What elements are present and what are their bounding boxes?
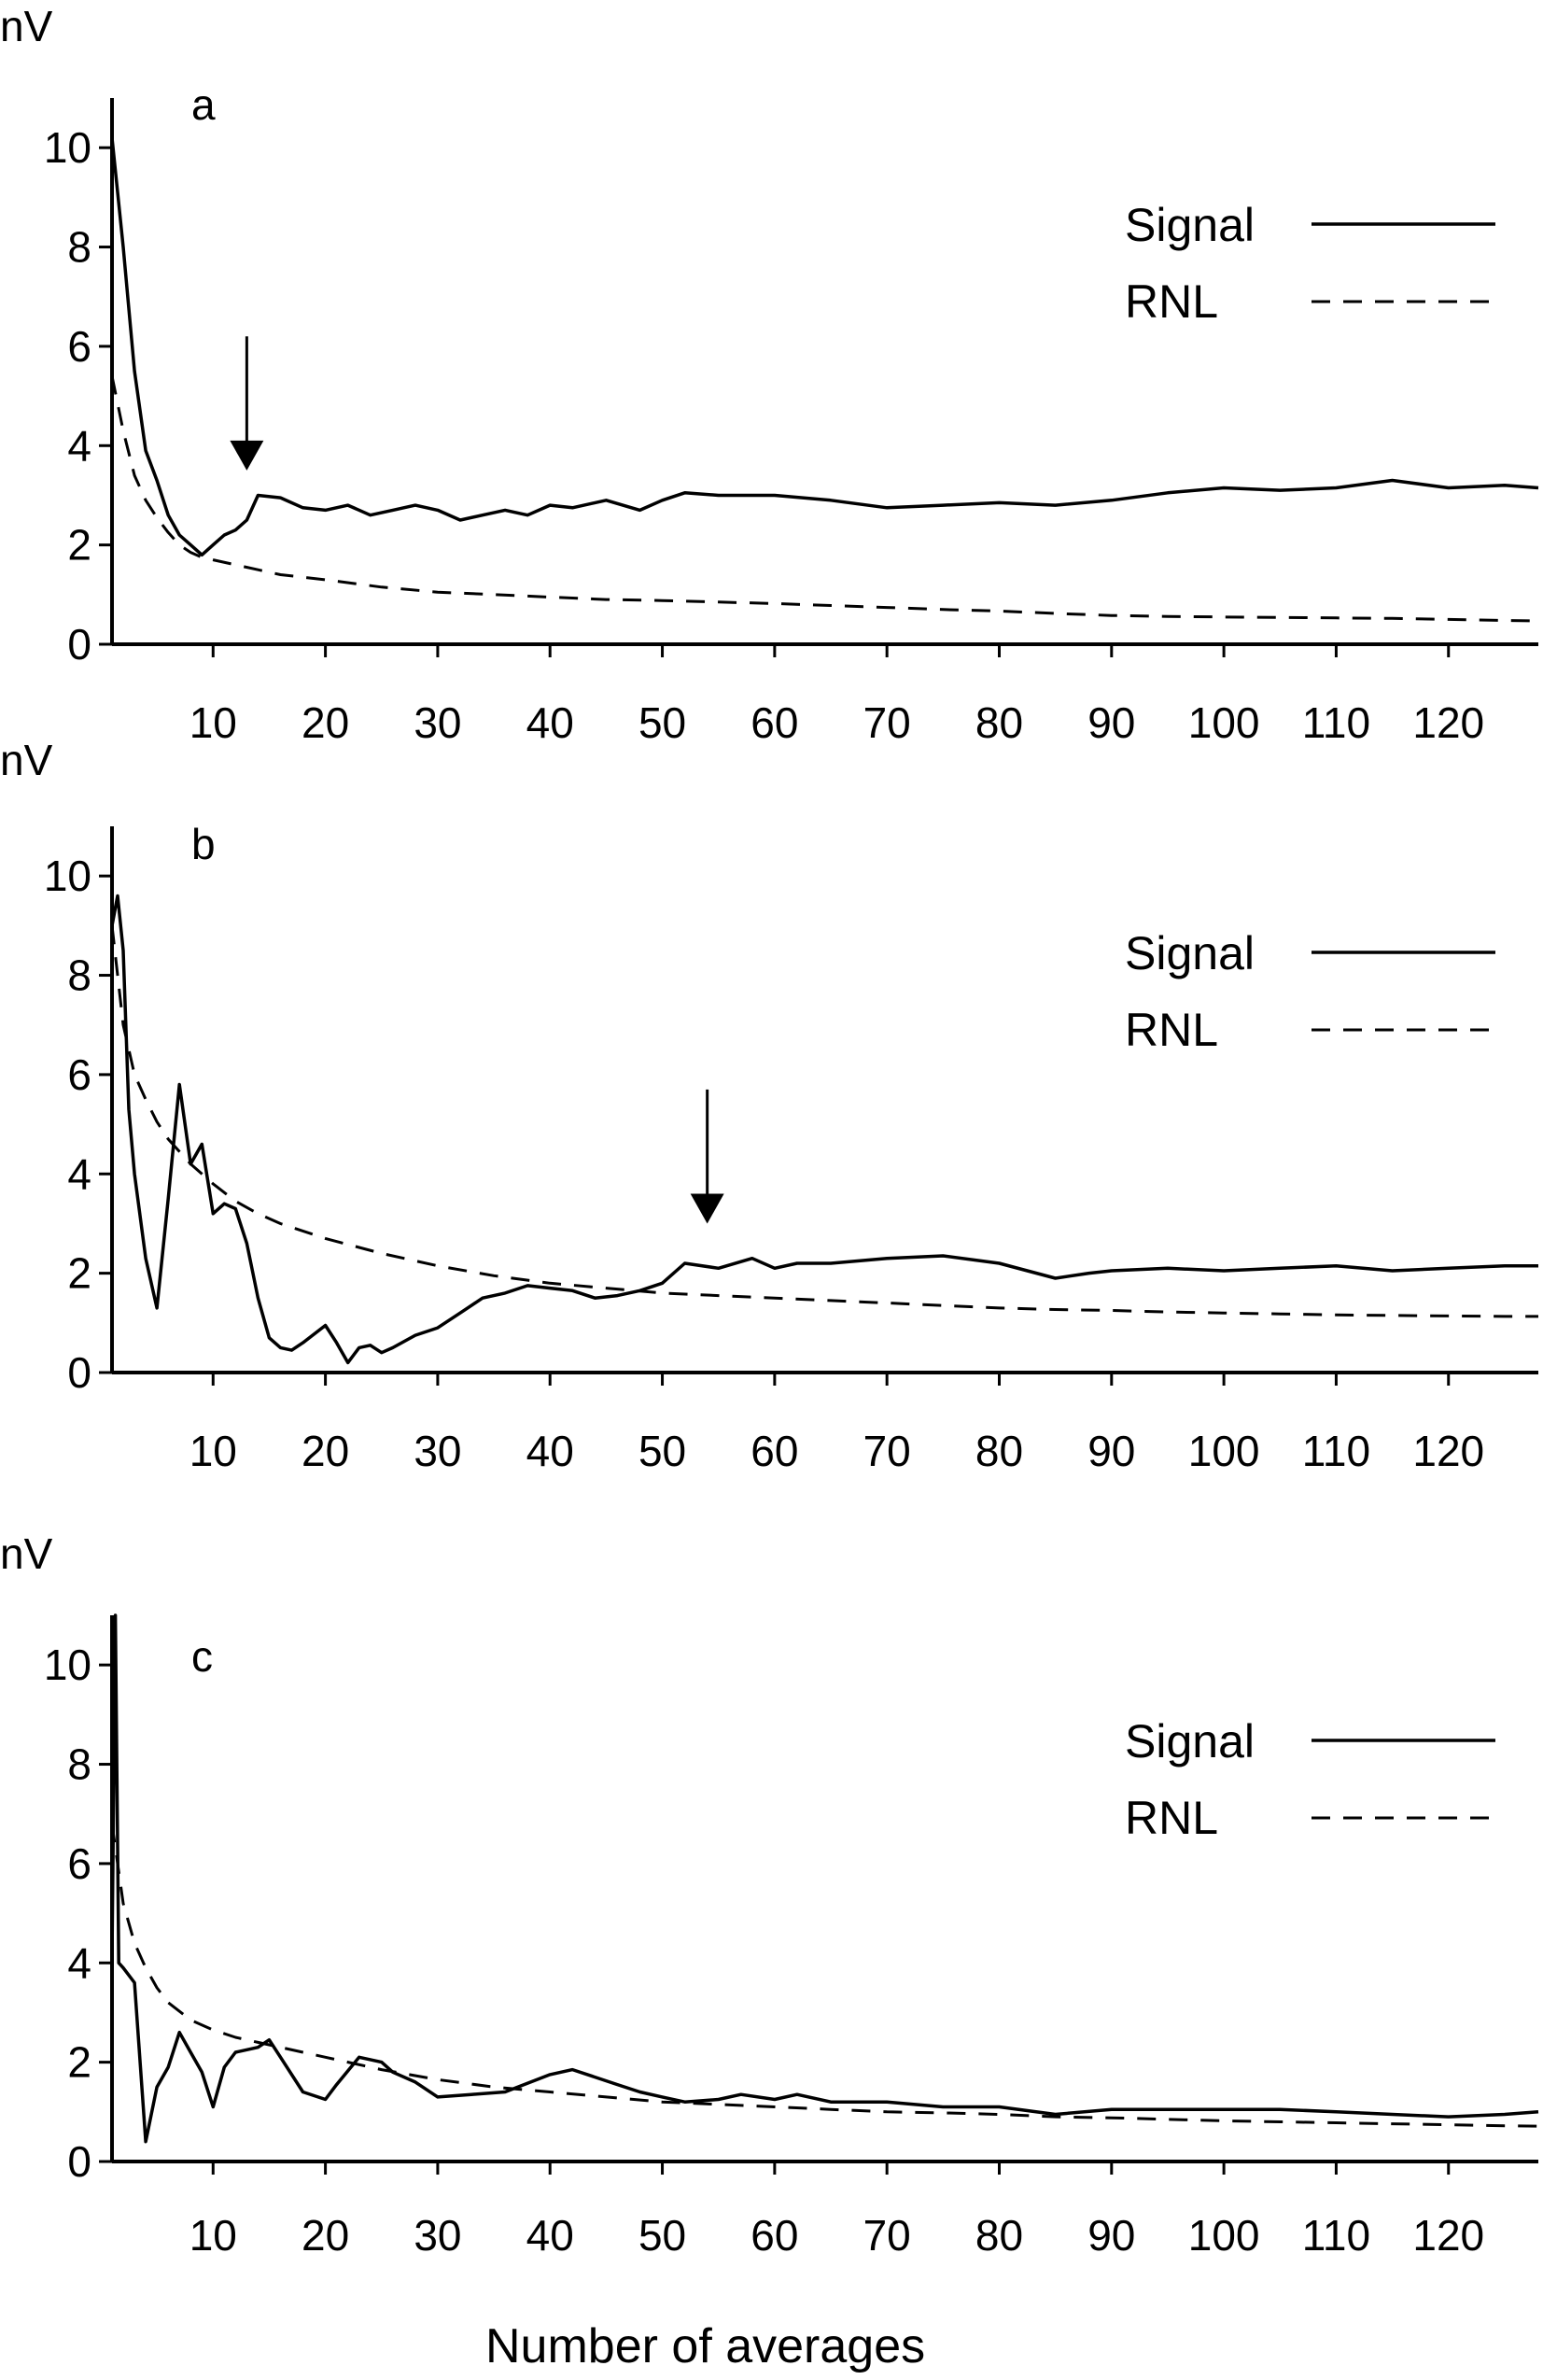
y-unit-label: nV — [0, 1529, 53, 1578]
series-line-rnl — [110, 925, 1538, 1318]
x-tick-label: 70 — [863, 1427, 911, 1475]
legend-signal-label: Signal — [1125, 1715, 1255, 1767]
x-tick-label: 110 — [1302, 698, 1370, 747]
x-tick-label: 100 — [1188, 2211, 1260, 2260]
y-unit-label: nV — [0, 736, 53, 784]
x-tick-label: 60 — [750, 1427, 798, 1475]
x-tick-label: 120 — [1412, 2211, 1484, 2260]
x-tick-label: 10 — [189, 1427, 237, 1475]
y-tick-label: 4 — [67, 1938, 91, 1987]
x-tick-label: 70 — [863, 698, 911, 747]
x-tick-label: 30 — [414, 698, 461, 747]
y-tick-label: 6 — [67, 1839, 91, 1888]
x-tick-label: 80 — [975, 2211, 1023, 2260]
legend-rnl-label: RNL — [1125, 1792, 1218, 1844]
y-tick-label: 8 — [67, 1740, 91, 1789]
x-tick-label: 120 — [1412, 698, 1484, 747]
arrow-marker — [230, 336, 264, 471]
y-tick-label: 0 — [67, 620, 91, 669]
arrow-head — [690, 1193, 724, 1224]
x-tick-label: 20 — [302, 698, 349, 747]
axes: 0 2 4 6 8 10 10 20 30 40 50 60 70 80 90 100 110 120 — [44, 1615, 1538, 2260]
series-lines — [110, 137, 1539, 623]
x-tick-label: 60 — [750, 698, 798, 747]
y-tick-label: 6 — [67, 1050, 91, 1099]
x-tick-label: 30 — [414, 1427, 461, 1475]
y-tick-label: 2 — [67, 2038, 91, 2087]
y-tick-label: 4 — [67, 421, 91, 470]
y-tick-label: 10 — [44, 1641, 91, 1689]
x-tick-label: 40 — [526, 698, 574, 747]
x-tick-label: 90 — [1087, 1427, 1135, 1475]
axes: 0 2 4 6 8 10 10 20 30 40 50 60 70 80 90 100 110 120 — [44, 826, 1538, 1475]
series-lines — [110, 1613, 1539, 2144]
x-tick-label: 80 — [975, 698, 1023, 747]
x-tick-label: 50 — [638, 1427, 686, 1475]
legend: Signal RNL — [1125, 927, 1495, 1056]
y-tick-label: 8 — [67, 951, 91, 1000]
legend-rnl-label: RNL — [1125, 1004, 1218, 1056]
series-line-signal — [110, 894, 1538, 1365]
y-tick-label: 8 — [67, 223, 91, 272]
x-tick-label: 50 — [638, 2211, 686, 2260]
panel-label: c — [191, 1632, 213, 1681]
x-tick-label: 70 — [863, 2211, 911, 2260]
series-line-signal — [110, 1613, 1539, 2144]
x-tick-label: 100 — [1188, 698, 1260, 747]
x-tick-label: 10 — [189, 2211, 237, 2260]
panel-label: b — [191, 820, 216, 868]
y-tick-label: 10 — [44, 852, 91, 900]
series-lines — [110, 894, 1538, 1365]
x-tick-label: 40 — [526, 1427, 574, 1475]
y-tick-label: 4 — [67, 1149, 91, 1198]
y-tick-label: 10 — [44, 123, 91, 172]
legend-signal-label: Signal — [1125, 927, 1255, 979]
x-tick-label: 90 — [1087, 2211, 1135, 2260]
x-tick-label: 90 — [1087, 698, 1135, 747]
arrow-marker — [690, 1089, 724, 1224]
legend-rnl-label: RNL — [1125, 275, 1218, 328]
legend: Signal RNL — [1125, 1715, 1495, 1844]
x-tick-label: 20 — [302, 1427, 349, 1475]
x-tick-label: 100 — [1188, 1427, 1260, 1475]
x-tick-label: 80 — [975, 1427, 1023, 1475]
x-tick-label: 10 — [189, 698, 237, 747]
series-line-signal — [110, 137, 1539, 557]
legend-signal-label: Signal — [1125, 199, 1255, 251]
x-tick-label: 30 — [414, 2211, 461, 2260]
y-tick-label: 0 — [67, 2137, 91, 2186]
x-tick-label: 40 — [526, 2211, 574, 2260]
x-tick-label: 120 — [1412, 1427, 1484, 1475]
y-tick-label: 2 — [67, 521, 91, 570]
y-tick-label: 6 — [67, 322, 91, 371]
x-tick-label: 110 — [1302, 1427, 1370, 1475]
axes: 0 2 4 6 8 10 10 20 30 40 50 60 70 80 90 100 110 120 — [44, 98, 1538, 747]
arrow-head — [230, 440, 264, 471]
x-tick-label: 60 — [750, 2211, 798, 2260]
x-tick-label: 110 — [1302, 2211, 1370, 2260]
x-tick-label: 50 — [638, 698, 686, 747]
y-tick-label: 2 — [67, 1249, 91, 1298]
series-line-rnl — [110, 1824, 1539, 2128]
y-unit-label: nV — [0, 2, 53, 50]
y-tick-label: 0 — [67, 1348, 91, 1397]
x-axis-title: Number of averages — [485, 2319, 925, 2373]
panel-label: a — [191, 80, 216, 129]
legend: Signal RNL — [1125, 199, 1495, 328]
x-tick-label: 20 — [302, 2211, 349, 2260]
